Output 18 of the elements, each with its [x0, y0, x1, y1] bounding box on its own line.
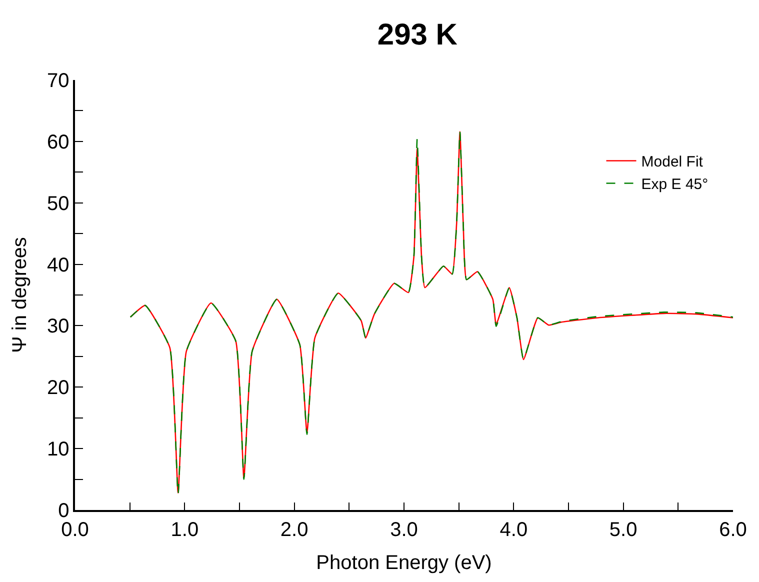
chart-title: 293 K — [377, 18, 458, 52]
y-tick-label: 40 — [47, 254, 70, 276]
x-tick-label: 2.0 — [280, 518, 308, 541]
x-tick-label: 1.0 — [170, 518, 199, 541]
y-tick-label: 70 — [47, 70, 70, 92]
x-tick-label: 5.0 — [609, 518, 638, 541]
x-tick-label: 3.0 — [390, 518, 418, 541]
y-tick-label: 30 — [47, 316, 70, 338]
y-axis-title: Ψ in degrees — [9, 237, 31, 353]
y-tick-label: 10 — [47, 438, 70, 461]
legend-label: Model Fit — [641, 154, 704, 171]
legend-label: Exp E 45° — [641, 176, 708, 194]
x-tick-label: 6.0 — [719, 518, 747, 541]
y-tick-label: 50 — [47, 192, 70, 215]
x-tick-label: 4.0 — [500, 518, 528, 541]
x-axis-title: Photon Energy (eV) — [316, 552, 492, 574]
y-tick-label: 20 — [47, 377, 70, 400]
y-tick-label: 60 — [47, 131, 70, 154]
